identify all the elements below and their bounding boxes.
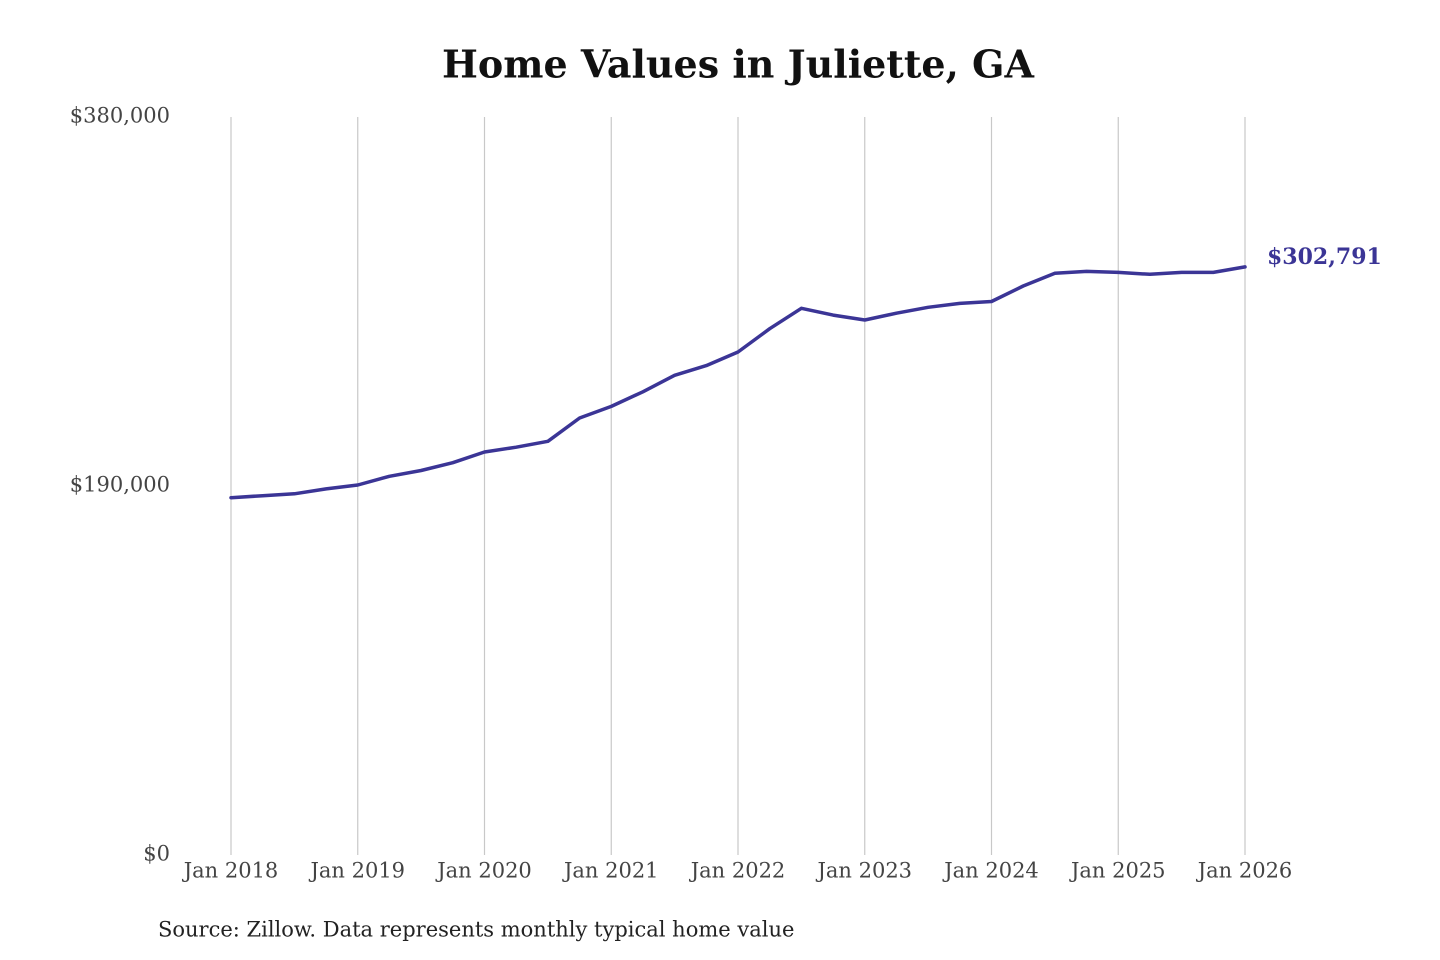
value-label: $302,791 <box>1267 244 1382 270</box>
x-tick-label: Jan 2025 <box>1069 859 1166 883</box>
x-tick-label: Jan 2020 <box>435 859 532 883</box>
x-tick-label: Jan 2024 <box>942 859 1039 883</box>
x-tick-label: Jan 2018 <box>182 859 279 883</box>
y-tick-label: $380,000 <box>70 104 170 128</box>
x-tick-label: Jan 2026 <box>1196 859 1293 883</box>
y-tick-label: $190,000 <box>70 473 170 497</box>
y-tick-label: $0 <box>143 842 170 866</box>
source-note: Source: Zillow. Data represents monthly … <box>158 918 794 942</box>
x-tick-label: Jan 2023 <box>815 859 912 883</box>
chart-title: Home Values in Juliette, GA <box>442 42 1034 87</box>
x-tick-label: Jan 2021 <box>562 859 659 883</box>
line-series <box>229 265 1247 500</box>
x-tick-label: Jan 2022 <box>689 859 786 883</box>
x-tick-label: Jan 2019 <box>308 859 405 883</box>
